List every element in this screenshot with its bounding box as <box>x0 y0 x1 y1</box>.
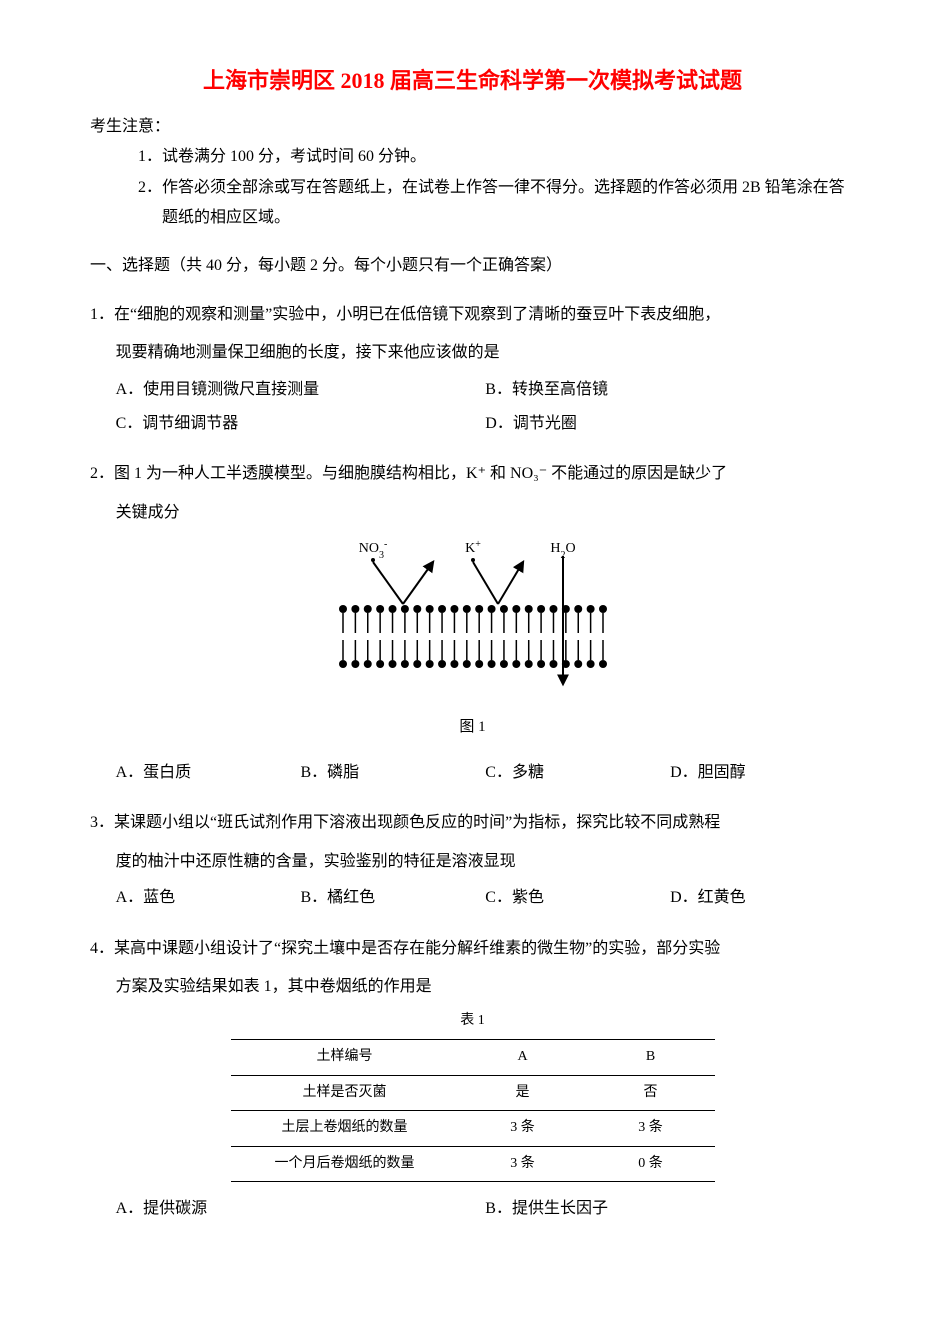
q2-formula: K⁺ 和 NO₃⁻ <box>466 465 547 482</box>
table-header: A <box>459 1039 587 1075</box>
notice-head: 考生注意： <box>90 112 855 142</box>
table-row: 一个月后卷烟纸的数量3 条0 条 <box>231 1146 715 1182</box>
q3-option-a: A．蓝色 <box>116 881 301 915</box>
q3-option-d: D．红黄色 <box>670 881 855 915</box>
q2-option-d: D．胆固醇 <box>670 756 855 790</box>
q1-option-d: D．调节光圈 <box>485 407 855 441</box>
q4-table: 土样编号AB土样是否灭菌是否土层上卷烟纸的数量3 条3 条一个月后卷烟纸的数量3… <box>231 1039 715 1182</box>
table-cell: 土层上卷烟纸的数量 <box>231 1111 459 1147</box>
q2-option-c: C．多糖 <box>485 756 670 790</box>
q4-stem-line2: 方案及实验结果如表 1，其中卷烟纸的作用是 <box>90 972 855 1002</box>
q4-options: A．提供碳源 B．提供生长因子 <box>90 1192 855 1226</box>
table-header: B <box>587 1039 715 1075</box>
q3-option-b: B．橘红色 <box>300 881 485 915</box>
table-cell: 0 条 <box>587 1146 715 1182</box>
q2-option-a: A．蛋白质 <box>116 756 301 790</box>
q1-stem-line2: 现要精确地测量保卫细胞的长度，接下来他应该做的是 <box>90 338 855 368</box>
table-cell: 一个月后卷烟纸的数量 <box>231 1146 459 1182</box>
notice-1: 1．试卷满分 100 分，考试时间 60 分钟。 <box>138 142 855 172</box>
q2-options: A．蛋白质 B．磷脂 C．多糖 D．胆固醇 <box>90 756 855 790</box>
q3-option-c: C．紫色 <box>485 881 670 915</box>
table-row: 土样是否灭菌是否 <box>231 1075 715 1111</box>
q2-figure-caption: 图 1 <box>90 713 855 742</box>
q4-option-b: B．提供生长因子 <box>485 1192 855 1226</box>
q2-option-b: B．磷脂 <box>300 756 485 790</box>
membrane-diagram: NO3- K+ H2O <box>323 534 623 694</box>
q3-stem-line2: 度的柚汁中还原性糖的含量，实验鉴别的特征是溶液显现 <box>90 847 855 877</box>
q2-figure: NO3- K+ H2O <box>90 534 855 705</box>
page-title: 上海市崇明区 2018 届高三生命科学第一次模拟考试试题 <box>90 60 855 102</box>
table-cell: 3 条 <box>459 1146 587 1182</box>
q1-stem-line1: 1．在“细胞的观察和测量”实验中，小明已在低倍镜下观察到了清晰的蚕豆叶下表皮细胞… <box>90 300 855 330</box>
q4-option-a: A．提供碳源 <box>116 1192 486 1226</box>
table-cell: 土样是否灭菌 <box>231 1075 459 1111</box>
q1-option-a: A．使用目镜测微尺直接测量 <box>116 373 486 407</box>
q1-option-c: C．调节细调节器 <box>116 407 486 441</box>
q1-option-b: B．转换至高倍镜 <box>485 373 855 407</box>
label-no3: NO3- <box>358 539 387 561</box>
section-1-head: 一、选择题（共 40 分，每小题 2 分。每个小题只有一个正确答案） <box>90 251 855 281</box>
q3-stem-line1: 3．某课题小组以“班氏试剂作用下溶液出现颜色反应的时间”为指标，探究比较不同成熟… <box>90 808 855 838</box>
table-header: 土样编号 <box>231 1039 459 1075</box>
q2-stem-post: 不能通过的原因是缺少了 <box>547 465 727 482</box>
table-cell: 3 条 <box>459 1111 587 1147</box>
table-cell: 否 <box>587 1075 715 1111</box>
label-k: K+ <box>465 539 481 557</box>
table-cell: 是 <box>459 1075 587 1111</box>
q2-stem-line2: 关键成分 <box>90 498 855 528</box>
q4-table-title: 表 1 <box>90 1008 855 1035</box>
notice-2: 2．作答必须全部涂或写在答题纸上，在试卷上作答一律不得分。选择题的作答必须用 2… <box>138 173 855 234</box>
q2-stem-pre: 2．图 1 为一种人工半透膜模型。与细胞膜结构相比， <box>90 465 466 482</box>
q2-stem-line1: 2．图 1 为一种人工半透膜模型。与细胞膜结构相比，K⁺ 和 NO₃⁻ 不能通过… <box>90 459 855 489</box>
q4-stem-line1: 4．某高中课题小组设计了“探究土壤中是否存在能分解纤维素的微生物”的实验，部分实… <box>90 934 855 964</box>
q3-options: A．蓝色 B．橘红色 C．紫色 D．红黄色 <box>90 881 855 915</box>
table-cell: 3 条 <box>587 1111 715 1147</box>
table-row: 土层上卷烟纸的数量3 条3 条 <box>231 1111 715 1147</box>
q1-options: A．使用目镜测微尺直接测量 B．转换至高倍镜 C．调节细调节器 D．调节光圈 <box>90 373 855 442</box>
